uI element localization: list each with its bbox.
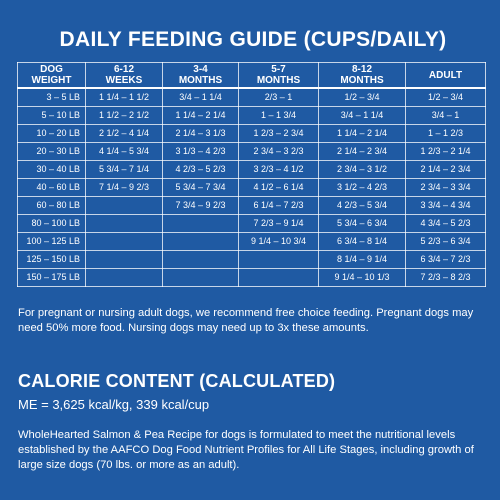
- table-cell: 1/2 – 3/4: [405, 87, 486, 107]
- table-cell: 9 1/4 – 10 1/3: [318, 268, 406, 287]
- weight-cell: 10 – 20 LB: [17, 124, 86, 143]
- table-cell: 3/4 – 1 1/4: [162, 87, 239, 107]
- table-cell: [85, 214, 163, 233]
- table-cell: 2 1/4 – 2 3/4: [405, 160, 486, 179]
- table-cell: [85, 268, 163, 287]
- table-row: 20 – 30 LB 4 1/4 – 5 3/4 3 1/3 – 4 2/3 2…: [17, 142, 486, 161]
- table-cell: 7 2/3 – 8 2/3: [405, 268, 486, 287]
- table-cell: 1 1/4 – 2 1/4: [162, 106, 239, 125]
- table-cell: [85, 250, 163, 269]
- table-cell: [162, 268, 239, 287]
- table-cell: 4 2/3 – 5 2/3: [162, 160, 239, 179]
- weight-cell: 125 – 150 LB: [17, 250, 86, 269]
- table-cell: 6 3/4 – 7 2/3: [405, 250, 486, 269]
- weight-cell: 60 – 80 LB: [17, 196, 86, 215]
- table-cell: 2 1/2 – 4 1/4: [85, 124, 163, 143]
- table-cell: 4 1/4 – 5 3/4: [85, 142, 163, 161]
- calorie-title: CALORIE CONTENT (CALCULATED): [18, 371, 336, 391]
- table-cell: 6 1/4 – 7 2/3: [238, 196, 319, 215]
- formulation-statement: WholeHearted Salmon & Pea Recipe for dog…: [18, 429, 474, 471]
- table-cell: [162, 232, 239, 251]
- table-cell: 6 3/4 – 8 1/4: [318, 232, 406, 251]
- table-cell: 2 1/4 – 2 3/4: [318, 142, 406, 161]
- table-row: 10 – 20 LB 2 1/2 – 4 1/4 2 1/4 – 3 1/3 1…: [17, 124, 486, 143]
- weight-cell: 80 – 100 LB: [17, 214, 86, 233]
- table-row: 5 – 10 LB 1 1/2 – 2 1/2 1 1/4 – 2 1/4 1 …: [17, 106, 486, 125]
- calorie-value: ME = 3,625 kcal/kg, 339 kcal/cup: [18, 397, 210, 412]
- weight-cell: 30 – 40 LB: [17, 160, 86, 179]
- feeding-guide-title: DAILY FEEDING GUIDE (CUPS/DAILY): [59, 28, 447, 51]
- table-cell: 5 2/3 – 6 3/4: [405, 232, 486, 251]
- table-cell: 1 – 1 3/4: [238, 106, 319, 125]
- table-row: 80 – 100 LB 7 2/3 – 9 1/4 5 3/4 – 6 3/4 …: [17, 214, 486, 233]
- weight-cell: 3 – 5 LB: [17, 87, 86, 107]
- table-cell: 5 3/4 – 7 3/4: [162, 178, 239, 197]
- table-cell: 4 2/3 – 5 3/4: [318, 196, 406, 215]
- table-cell: 3 2/3 – 4 1/2: [238, 160, 319, 179]
- table-cell: 1 2/3 – 2 3/4: [238, 124, 319, 143]
- feeding-table: DOG WEIGHT 6-12 WEEKS 3-4 MONTHS 5-7 MONTHS …: [17, 62, 486, 287]
- table-cell: 7 2/3 – 9 1/4: [238, 214, 319, 233]
- weight-cell: 20 – 30 LB: [17, 142, 86, 161]
- table-cell: 4 3/4 – 5 2/3: [405, 214, 486, 233]
- table-cell: [162, 250, 239, 269]
- weight-cell: 100 – 125 LB: [17, 232, 86, 251]
- table-cell: 5 3/4 – 7 1/4: [85, 160, 163, 179]
- header-dog-weight: DOG WEIGHT: [17, 62, 86, 89]
- table-cell: 5 3/4 – 6 3/4: [318, 214, 406, 233]
- table-row: 3 – 5 LB 1 1/4 – 1 1/2 3/4 – 1 1/4 2/3 –…: [17, 87, 486, 107]
- table-cell: 7 3/4 – 9 2/3: [162, 196, 239, 215]
- table-cell: 1 1/4 – 1 1/2: [85, 87, 163, 107]
- table-cell: 2 3/4 – 3 2/3: [238, 142, 319, 161]
- table-row: 150 – 175 LB 9 1/4 – 10 1/3 7 2/3 – 8 2/…: [17, 268, 486, 287]
- table-row: 60 – 80 LB 7 3/4 – 9 2/3 6 1/4 – 7 2/3 4…: [17, 196, 486, 215]
- table-cell: 3 3/4 – 4 3/4: [405, 196, 486, 215]
- table-cell: 3 1/3 – 4 2/3: [162, 142, 239, 161]
- table-cell: 2 3/4 – 3 1/2: [318, 160, 406, 179]
- table-row: 40 – 60 LB 7 1/4 – 9 2/3 5 3/4 – 7 3/4 4…: [17, 178, 486, 197]
- table-row: 30 – 40 LB 5 3/4 – 7 1/4 4 2/3 – 5 2/3 3…: [17, 160, 486, 179]
- weight-cell: 40 – 60 LB: [17, 178, 86, 197]
- table-cell: 3/4 – 1: [405, 106, 486, 125]
- table-cell: 9 1/4 – 10 3/4: [238, 232, 319, 251]
- header-8-12-months: 8-12 MONTHS: [318, 62, 406, 89]
- table-cell: 1 – 1 2/3: [405, 124, 486, 143]
- table-cell: 2 3/4 – 3 3/4: [405, 178, 486, 197]
- weight-cell: 5 – 10 LB: [17, 106, 86, 125]
- table-cell: 7 1/4 – 9 2/3: [85, 178, 163, 197]
- table-row: 100 – 125 LB 9 1/4 – 10 3/4 6 3/4 – 8 1/…: [17, 232, 486, 251]
- table-cell: [238, 250, 319, 269]
- table-cell: 2/3 – 1: [238, 87, 319, 107]
- table-cell: 1 2/3 – 2 1/4: [405, 142, 486, 161]
- header-3-4-months: 3-4 MONTHS: [162, 62, 239, 89]
- table-row: 125 – 150 LB 8 1/4 – 9 1/4 6 3/4 – 7 2/3: [17, 250, 486, 269]
- table-header-row: DOG WEIGHT 6-12 WEEKS 3-4 MONTHS 5-7 MONTHS …: [17, 62, 486, 89]
- table-cell: [238, 268, 319, 287]
- feeding-note: For pregnant or nursing adult dogs, we r…: [18, 307, 474, 334]
- header-6-12-weeks: 6-12 WEEKS: [85, 62, 163, 89]
- table-cell: 3 1/2 – 4 2/3: [318, 178, 406, 197]
- table-cell: 8 1/4 – 9 1/4: [318, 250, 406, 269]
- table-cell: 4 1/2 – 6 1/4: [238, 178, 319, 197]
- table-cell: [85, 196, 163, 215]
- table-cell: 1/2 – 3/4: [318, 87, 406, 107]
- weight-cell: 150 – 175 LB: [17, 268, 86, 287]
- table-cell: [85, 232, 163, 251]
- header-5-7-months: 5-7 MONTHS: [238, 62, 319, 89]
- header-adult: ADULT: [405, 62, 486, 89]
- table-cell: [162, 214, 239, 233]
- table-cell: 1 1/2 – 2 1/2: [85, 106, 163, 125]
- table-cell: 1 1/4 – 2 1/4: [318, 124, 406, 143]
- table-cell: 3/4 – 1 1/4: [318, 106, 406, 125]
- table-cell: 2 1/4 – 3 1/3: [162, 124, 239, 143]
